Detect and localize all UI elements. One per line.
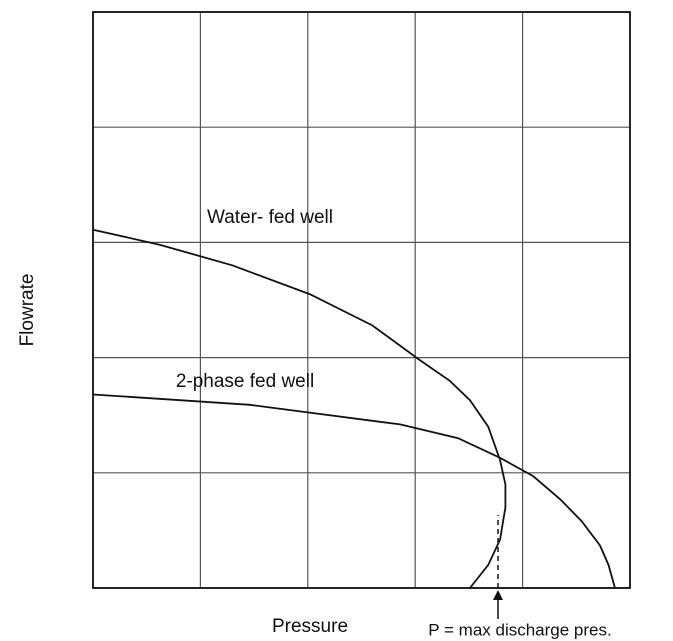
line-series [92,228,507,589]
annotation: P = max discharge pres. [428,620,611,639]
series-label: Water- fed well [207,207,333,228]
y-axis-label: Flowrate [17,274,38,347]
series-label: 2-phase fed well [176,371,314,392]
arrow-head [493,590,503,600]
x-axis-label: Pressure [272,616,348,637]
line-series [92,393,616,589]
plot-frame [92,11,631,589]
